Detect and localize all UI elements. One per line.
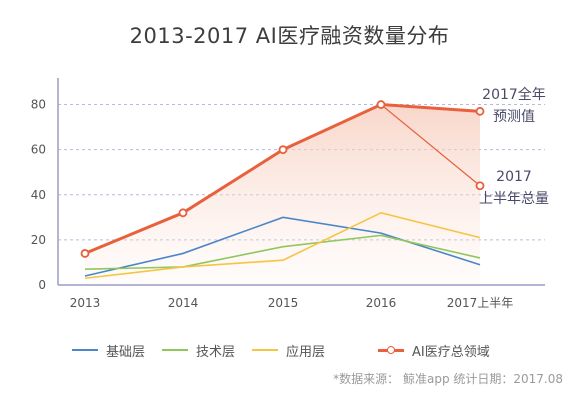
data-point-ai-total-h1	[475, 181, 485, 191]
source-footnote: *数据来源： 鲸准app 统计日期：2017.08	[333, 372, 563, 386]
data-point-ai-total	[278, 145, 288, 155]
legend-swatch-basic-layer	[72, 349, 98, 351]
y-tick-label: 0	[38, 278, 46, 292]
x-tick-label: 2016	[366, 296, 397, 310]
y-tick-label: 40	[31, 188, 46, 202]
y-tick-label: 80	[31, 98, 46, 112]
series-line-ai-total-h1	[380, 104, 481, 187]
annotation-forecast-line2: 预测值	[493, 109, 535, 125]
legend-item-app-layer: 应用层	[252, 340, 325, 360]
annotation-h1-line1: 2017	[496, 169, 532, 185]
data-point-ai-total	[475, 106, 485, 116]
annotation-h1-line2: 上半年总量	[479, 191, 549, 207]
x-tick-label: 2014	[168, 296, 199, 310]
legend-label-ai-total: AI医疗总领域	[412, 344, 490, 360]
x-tick-label: 2015	[268, 296, 299, 310]
legend-swatch-app-layer	[252, 349, 278, 351]
total-area-fill-path	[85, 104, 480, 285]
legend-label-basic-layer: 基础层	[106, 344, 146, 360]
legend-item-basic-layer: 基础层	[72, 340, 145, 360]
series-line-app-layer	[84, 211, 481, 280]
x-tick-label: 2013	[70, 296, 101, 310]
legend-item-ai-total: AI医疗总领域	[378, 340, 490, 360]
legend-item-tech-layer: 技术层	[162, 340, 235, 360]
legend-swatch-tech-layer	[162, 349, 188, 351]
legend-swatch-ai-total	[378, 345, 404, 354]
y-tick-label: 60	[31, 143, 46, 157]
series-markers	[80, 100, 485, 258]
legend-marker-icon	[387, 345, 395, 354]
data-point-ai-total	[376, 100, 386, 109]
total-area-fill	[85, 104, 480, 285]
axes: 0 20 40 60 80 2013 2014 2015 2016 2017上半年	[31, 78, 545, 310]
line-chart: 0 20 40 60 80 2013 2014 2015 2016 2017上半年 2017全年预…	[31, 78, 549, 310]
chart-title: 2013-2017 AI医疗融资数量分布	[129, 24, 450, 48]
legend: 基础层 技术层 应用层 AI医疗总领域	[0, 340, 579, 362]
data-point-ai-total	[80, 249, 90, 258]
legend-label-app-layer: 应用层	[286, 344, 326, 360]
y-tick-label: 20	[31, 233, 46, 247]
annotation-forecast-line1: 2017全年	[482, 86, 546, 103]
data-point-ai-total	[178, 208, 188, 218]
series-line-tech-layer	[84, 234, 481, 271]
x-tick-label: 2017上半年	[447, 296, 514, 310]
legend-label-tech-layer: 技术层	[196, 344, 236, 360]
